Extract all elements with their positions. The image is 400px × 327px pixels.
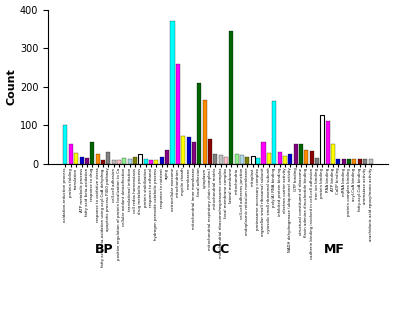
Bar bbox=[96, 154, 100, 164]
Bar bbox=[294, 144, 298, 164]
Bar bbox=[74, 153, 78, 164]
Bar bbox=[90, 142, 94, 164]
Bar bbox=[101, 160, 105, 164]
Bar bbox=[122, 158, 126, 164]
Bar bbox=[320, 115, 324, 164]
Bar bbox=[272, 101, 276, 164]
Bar bbox=[170, 21, 174, 164]
Bar bbox=[208, 139, 212, 164]
Bar bbox=[144, 159, 148, 164]
Bar bbox=[85, 158, 89, 164]
Bar bbox=[336, 159, 340, 164]
Bar bbox=[165, 150, 169, 164]
Bar bbox=[128, 159, 132, 164]
Bar bbox=[304, 150, 308, 164]
Bar bbox=[283, 156, 287, 164]
Bar bbox=[267, 153, 271, 164]
Bar bbox=[80, 157, 84, 164]
Bar bbox=[310, 151, 314, 164]
Bar bbox=[315, 158, 319, 164]
Bar bbox=[278, 152, 282, 164]
Bar bbox=[176, 63, 180, 164]
Bar bbox=[246, 157, 250, 164]
Bar bbox=[219, 155, 223, 164]
Bar bbox=[224, 157, 228, 164]
Bar bbox=[181, 136, 185, 164]
Bar bbox=[347, 159, 351, 164]
Bar bbox=[352, 159, 356, 164]
Bar bbox=[331, 144, 335, 164]
Bar bbox=[240, 155, 244, 164]
Bar bbox=[368, 159, 372, 164]
Bar bbox=[262, 142, 266, 164]
Bar bbox=[133, 157, 137, 164]
Bar bbox=[288, 154, 292, 164]
Bar bbox=[138, 154, 142, 164]
Bar bbox=[186, 137, 190, 164]
Text: MF: MF bbox=[324, 243, 345, 256]
Bar bbox=[197, 83, 201, 164]
Bar bbox=[299, 144, 303, 164]
Bar bbox=[235, 154, 239, 164]
Text: BP: BP bbox=[95, 243, 114, 256]
Bar bbox=[203, 100, 207, 164]
Bar bbox=[326, 121, 330, 164]
Bar bbox=[192, 142, 196, 164]
Bar bbox=[69, 144, 73, 164]
Bar bbox=[251, 156, 255, 164]
Bar bbox=[358, 159, 362, 164]
Text: CC: CC bbox=[212, 243, 230, 256]
Bar bbox=[106, 152, 110, 164]
Bar bbox=[342, 159, 346, 164]
Bar bbox=[149, 160, 153, 164]
Bar bbox=[363, 159, 367, 164]
Bar bbox=[160, 157, 164, 164]
Bar bbox=[112, 160, 116, 164]
Bar bbox=[117, 160, 121, 164]
Bar bbox=[229, 31, 233, 164]
Bar bbox=[256, 158, 260, 164]
Bar bbox=[64, 125, 68, 164]
Y-axis label: Count: Count bbox=[7, 68, 17, 105]
Bar bbox=[154, 160, 158, 164]
Bar bbox=[213, 154, 217, 164]
